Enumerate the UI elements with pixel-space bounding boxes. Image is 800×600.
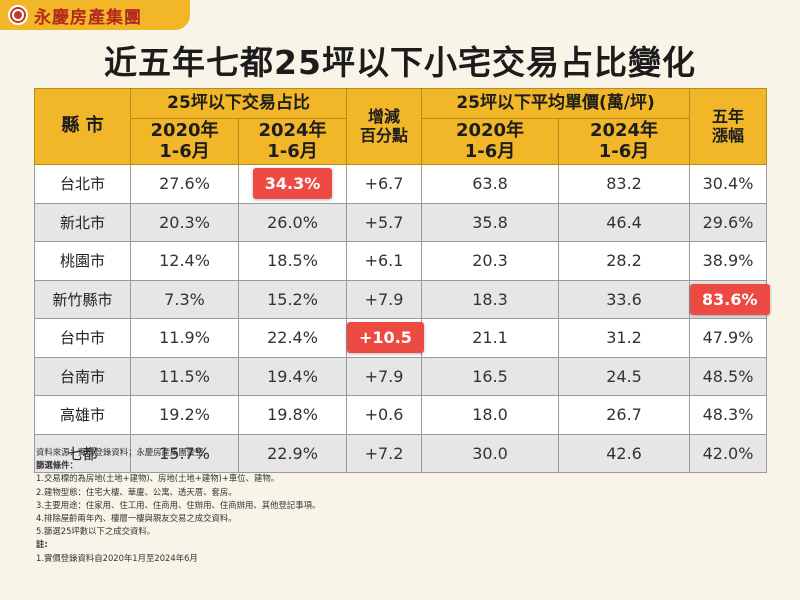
table-row: 台南市 11.5% 19.4% +7.9 16.5 24.5 48.5% (34, 356, 768, 396)
footnotes: 資料來源：實價登錄資料；永慶房產集團彙整。 篩選條件： 1.交易標的為房地(土地… (36, 446, 756, 565)
cell-price-2020: 21.1 (421, 318, 560, 358)
header-growth-text: 五年 漲幅 (712, 107, 745, 145)
brand-logo: 永慶房產集團 (0, 0, 190, 30)
cell-city: 七都 (34, 433, 131, 473)
filter-title: 篩選條件： (36, 460, 78, 471)
table-row: 台中市 11.9% 22.4% +10.5 21.1 31.2 47.9% (34, 318, 768, 358)
header-change-text: 增減 百分點 (360, 107, 409, 145)
cell-ratio-2024: 19.4% (237, 356, 348, 396)
cell-ratio-2020: 11.5% (130, 356, 239, 396)
cell-city: 高雄市 (34, 395, 131, 435)
cell-city: 新北市 (34, 202, 131, 242)
cell-city: 新竹縣市 (34, 279, 131, 319)
cell-price-2024: 46.4 (558, 202, 691, 242)
cell-change: +6.1 (346, 241, 423, 281)
header-ratio-group: 25坪以下交易占比 (129, 88, 348, 119)
header-price-2024: 2024年 1-6月 (558, 118, 691, 165)
header-ratio-2020-text: 2020年 1-6月 (150, 119, 219, 162)
filter-item: 5.篩選25坪數以下之成交資料。 (36, 526, 156, 537)
cell-price-2020: 30.0 (421, 433, 560, 473)
cell-city: 台北市 (34, 164, 131, 204)
cell-ratio-2024: 22.4% (237, 318, 348, 358)
cell-ratio-2024: 26.0% (237, 202, 348, 242)
top-band: 永慶房產集團 (0, 0, 800, 32)
cell-growth: 29.6% (689, 202, 768, 242)
cell-price-2024: 24.5 (558, 356, 691, 396)
table-row: 桃園市 12.4% 18.5% +6.1 20.3 28.2 38.9% (34, 241, 768, 281)
cell-ratio-2024: 18.5% (237, 241, 348, 281)
cell-ratio-2020: 11.9% (130, 318, 239, 358)
cell-change: +10.5 (346, 318, 424, 358)
filter-item: 2.建物型態：住宅大樓、華廈、公寓、透天厝、套房。 (36, 486, 237, 497)
cell-price-2020: 18.3 (421, 279, 560, 319)
cell-change: +5.7 (346, 202, 423, 242)
table-row: 新竹縣市 7.3% 15.2% +7.9 18.3 33.6 83.6% (34, 279, 770, 319)
header-ratio-2024: 2024年 1-6月 (237, 118, 348, 165)
header-ratio-2024-text: 2024年 1-6月 (258, 119, 327, 162)
table-row: 七都 15.7% 22.9% +7.2 30.0 42.6 42.0% (34, 433, 768, 473)
header-change: 增減 百分點 (346, 88, 423, 165)
cell-price-2020: 35.8 (421, 202, 560, 242)
header-city: 縣 市 (34, 88, 131, 165)
highlight-badge: 34.3% (252, 168, 333, 200)
brand-name: 永慶房產集團 (34, 7, 142, 28)
header-price-group: 25坪以下平均單價(萬/坪) (421, 88, 691, 119)
cell-ratio-2024: 19.8% (237, 395, 348, 435)
table-body: 台北市 27.6% 34.3% +6.7 63.8 83.2 30.4% 新北市… (34, 164, 770, 473)
cell-price-2020: 18.0 (421, 395, 560, 435)
filter-item: 1.交易標的為房地(土地+建物)、房地(土地+建物)+車位、建物。 (36, 473, 280, 484)
filter-item: 3.主要用途：住家用、住工用、住商用、住辦用、住商辦用、其他登記事項。 (36, 499, 321, 510)
cell-city: 台南市 (34, 356, 131, 396)
page-title: 近五年七都25坪以下小宅交易占比變化 (104, 43, 696, 82)
cell-growth: 83.6% (689, 279, 770, 319)
remark-title: 註: (36, 539, 48, 550)
cell-growth: 30.4% (689, 164, 768, 204)
cell-growth: 48.3% (689, 395, 768, 435)
table-row: 高雄市 19.2% 19.8% +0.6 18.0 26.7 48.3% (34, 395, 768, 435)
cell-change: +6.7 (346, 164, 423, 204)
cell-price-2024: 83.2 (558, 164, 691, 204)
cell-price-2020: 20.3 (421, 241, 560, 281)
cell-ratio-2020: 27.6% (130, 164, 239, 204)
header-growth: 五年 漲幅 (689, 88, 768, 165)
cell-ratio-2020: 20.3% (130, 202, 239, 242)
remark-item: 1.實價登錄資料自2020年1月至2024年6月 (36, 552, 198, 563)
cell-ratio-2020: 12.4% (130, 241, 239, 281)
cell-price-2024: 28.2 (558, 241, 691, 281)
brand-logo-icon (8, 5, 28, 25)
cell-growth: 38.9% (689, 241, 768, 281)
cell-price-2020: 63.8 (421, 164, 560, 204)
cell-growth: 48.5% (689, 356, 768, 396)
cell-price-2024: 42.6 (558, 433, 691, 473)
cell-price-2024: 31.2 (558, 318, 691, 358)
cell-change: +0.6 (346, 395, 423, 435)
table-row: 台北市 27.6% 34.3% +6.7 63.8 83.2 30.4% (34, 164, 768, 204)
highlight-badge: +10.5 (347, 322, 424, 354)
cell-ratio-2024: 34.3% (237, 164, 348, 204)
cell-ratio-2024: 15.2% (237, 279, 348, 319)
cell-price-2020: 16.5 (421, 356, 560, 396)
cell-ratio-2020: 19.2% (130, 395, 239, 435)
source-note: 資料來源：實價登錄資料；永慶房產集團彙整。 (36, 447, 212, 457)
cell-city: 桃園市 (34, 241, 131, 281)
cell-growth: 47.9% (689, 318, 768, 358)
header-price-2020: 2020年 1-6月 (421, 118, 560, 165)
filter-item: 4.排除屋齡兩年內、樓層一樓與親友交易之成交資料。 (36, 513, 237, 524)
cell-ratio-2020: 7.3% (130, 279, 239, 319)
cell-price-2024: 33.6 (558, 279, 691, 319)
cell-city: 台中市 (34, 318, 131, 358)
cell-change: +7.9 (346, 356, 423, 396)
stats-table: 縣 市 25坪以下交易占比 增減 百分點 25坪以下平均單價(萬/坪) 五年 漲… (34, 88, 770, 473)
cell-growth: 42.0% (689, 433, 768, 473)
cell-ratio-2024: 22.9% (237, 433, 348, 473)
table-row: 新北市 20.3% 26.0% +5.7 35.8 46.4 29.6% (34, 202, 768, 242)
cell-change: +7.9 (346, 279, 423, 319)
highlight-badge: 83.6% (690, 283, 770, 315)
header-ratio-2020: 2020年 1-6月 (130, 118, 239, 165)
header-price-2020-text: 2020年 1-6月 (455, 119, 525, 162)
cell-price-2024: 26.7 (558, 395, 691, 435)
header-price-2024-text: 2024年 1-6月 (589, 119, 659, 162)
